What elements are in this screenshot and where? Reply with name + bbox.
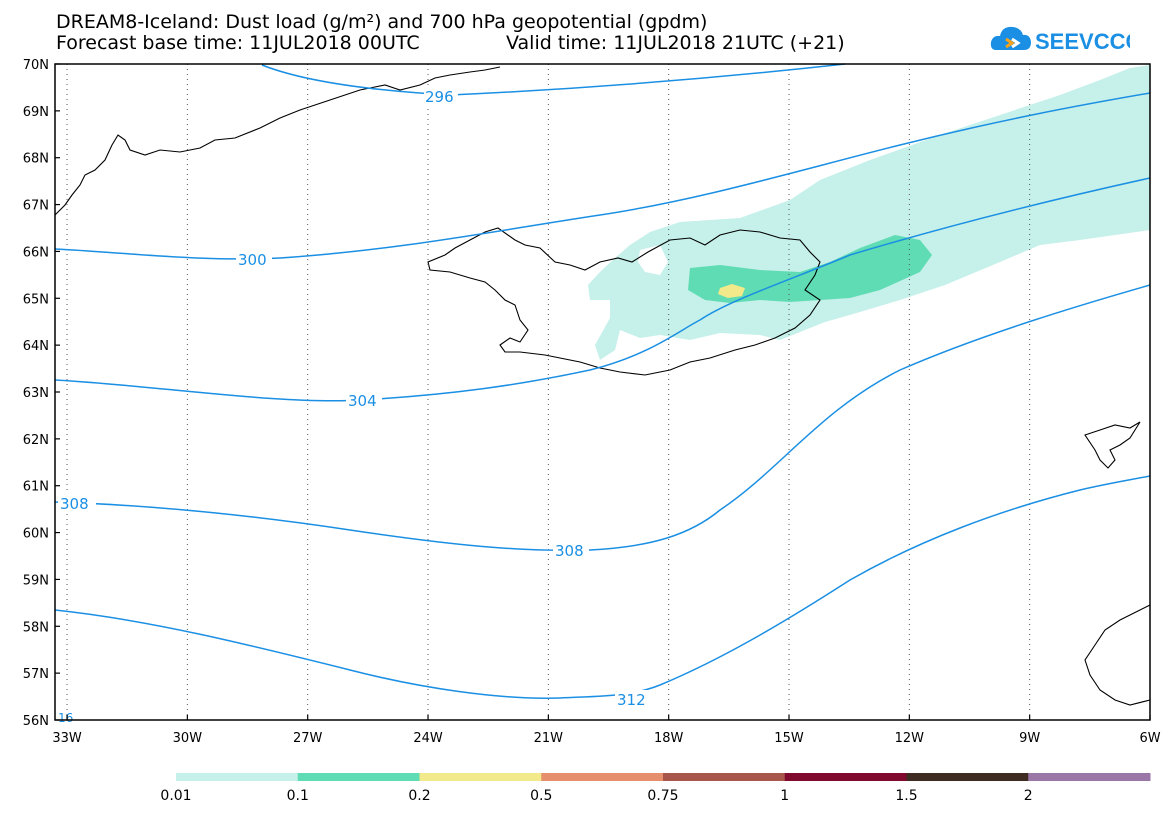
colorbar: 0.01 0.1 0.2 0.5 0.75 1 1.5 2 <box>160 773 1151 804</box>
contour-304 <box>54 177 1151 402</box>
contour-label-304: 304 <box>348 392 377 410</box>
contour-312 <box>54 475 1151 699</box>
lat-label: 61N <box>23 480 49 495</box>
map-subtitle: Forecast base time: 11JUL2018 00UTC Valid… <box>56 32 845 54</box>
cloud-logo-icon <box>990 26 1031 50</box>
lat-label: 60N <box>23 527 49 542</box>
contour-label-300: 300 <box>238 251 267 269</box>
dust-shading <box>588 65 1150 360</box>
colorbar-swatch <box>663 773 786 781</box>
dust-hole <box>638 245 668 275</box>
lat-label: 67N <box>23 199 49 214</box>
lat-label: 63N <box>23 386 49 401</box>
lat-label: 69N <box>23 105 49 120</box>
lon-label: 15W <box>774 731 804 746</box>
lat-label: 62N <box>23 433 49 448</box>
seevccc-logo: SEEVCCC <box>990 26 1130 54</box>
lat-label: 65N <box>23 292 49 307</box>
lon-label: 6W <box>1139 731 1160 746</box>
lon-label: 27W <box>293 731 323 746</box>
dust-area-medium <box>688 235 932 303</box>
lon-label: 21W <box>534 731 564 746</box>
lon-label: 33W <box>52 731 82 746</box>
lat-label: 59N <box>23 573 49 588</box>
contour-label-308-west: 308 <box>60 495 89 513</box>
colorbar-label: 0.01 <box>160 788 191 804</box>
lon-label: 30W <box>173 731 203 746</box>
forecast-base-time: Forecast base time: 11JUL2018 00UTC <box>56 32 420 54</box>
map-title: DREAM8-Iceland: Dust load (g/m²) and 700… <box>56 11 708 33</box>
contour-label-296: 296 <box>425 88 454 106</box>
contour-label-316-partial: 16 <box>58 711 73 725</box>
lat-label: 68N <box>23 152 49 167</box>
colorbar-label: 0.75 <box>647 788 678 804</box>
lat-label: 57N <box>23 667 49 682</box>
lon-label: 24W <box>413 731 443 746</box>
colorbar-swatch <box>906 773 1029 781</box>
lat-label: 56N <box>23 714 49 729</box>
lat-label: 70N <box>23 58 49 73</box>
colorbar-label: 1.5 <box>895 788 917 804</box>
longitude-axis: 33W 30W 27W 24W 21W 18W 15W 12W 9W 6W <box>52 715 1161 746</box>
colorbar-label: 1 <box>780 788 789 804</box>
contour-308 <box>54 284 1151 552</box>
lat-label: 64N <box>23 339 49 354</box>
contour-300 <box>54 92 1151 260</box>
greenland-coastline <box>54 66 501 216</box>
scotland-coastline <box>1084 604 1151 706</box>
colorbar-swatch <box>297 773 420 781</box>
contour-296 <box>261 63 846 96</box>
latitude-axis: 70N 69N 68N 67N 66N 65N 64N 63N 62N 61N 60N 59N 58N 5… <box>23 58 60 729</box>
colorbar-swatch <box>176 773 299 781</box>
colorbar-swatch <box>419 773 542 781</box>
colorbar-label: 0.5 <box>530 788 552 804</box>
coastlines <box>54 66 1151 706</box>
logo-text: SEEVCCC <box>1035 29 1130 54</box>
colorbar-swatch <box>784 773 907 781</box>
colorbar-label: 2 <box>1024 788 1033 804</box>
lat-label: 58N <box>23 620 49 635</box>
dust-area-light <box>588 65 1150 360</box>
contour-label-308: 308 <box>555 542 584 560</box>
geopotential-contours <box>54 63 1151 699</box>
colorbar-label: 0.2 <box>408 788 430 804</box>
lon-label: 12W <box>895 731 925 746</box>
faroe-coastline <box>1084 421 1141 469</box>
lon-label: 18W <box>654 731 684 746</box>
colorbar-swatch <box>1028 773 1151 781</box>
contour-label-312: 312 <box>617 691 646 709</box>
contour-labels: 296 300 304 308 308 312 16 <box>58 87 651 725</box>
lat-label: 66N <box>23 245 49 260</box>
dust-area-high <box>718 284 745 298</box>
lon-label: 9W <box>1019 731 1040 746</box>
valid-time: Valid time: 11JUL2018 21UTC (+21) <box>506 32 845 54</box>
colorbar-label: 0.1 <box>287 788 309 804</box>
colorbar-swatch <box>541 773 664 781</box>
iceland-coastline <box>427 227 821 376</box>
